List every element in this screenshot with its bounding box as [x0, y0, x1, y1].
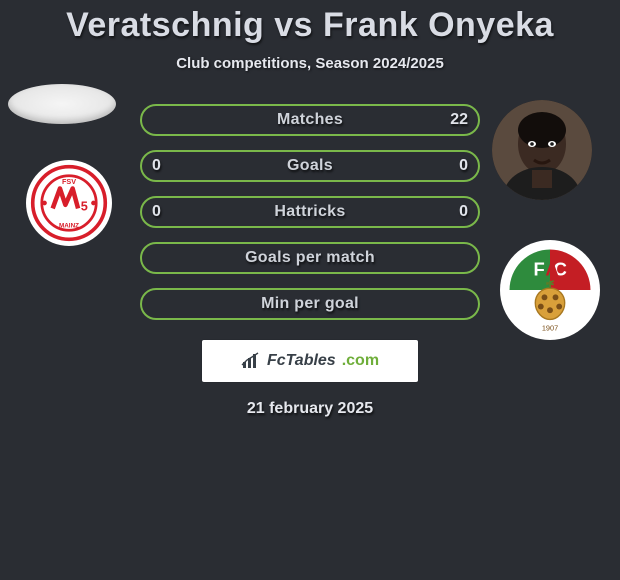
bar-chart-icon: [241, 351, 261, 371]
stat-left-value: 0: [152, 203, 161, 221]
stat-row-matches: Matches 22: [140, 104, 480, 136]
stat-right-value: 22: [450, 111, 468, 129]
attribution-badge[interactable]: FcTables .com: [202, 340, 418, 382]
date-label: 21 february 2025: [0, 400, 620, 418]
attribution-tld: .com: [342, 352, 379, 370]
stat-left-value: 0: [152, 157, 161, 175]
stat-row-min-per-goal: Min per goal: [140, 288, 480, 320]
mainz-logo-icon: FSV MAINZ 5: [30, 164, 108, 242]
page-title: Veratschnig vs Frank Onyeka: [0, 6, 620, 45]
stat-row-goals-per-match: Goals per match: [140, 242, 480, 274]
stat-label: Matches: [277, 111, 343, 129]
stat-label: Goals: [287, 157, 333, 175]
svg-text:FSV: FSV: [62, 177, 76, 186]
svg-text:A: A: [545, 258, 558, 279]
stat-row-hattricks: 0 Hattricks 0: [140, 196, 480, 228]
svg-text:1907: 1907: [542, 323, 558, 332]
attribution-site: FcTables: [267, 352, 336, 370]
player-left-photo: [8, 84, 116, 124]
stat-label: Hattricks: [274, 203, 345, 221]
stat-rows: Matches 22 0 Goals 0 0 Hattricks 0 Goals…: [140, 98, 480, 320]
player-right-avatar-icon: [492, 100, 592, 200]
header: Veratschnig vs Frank Onyeka Club competi…: [0, 0, 620, 72]
club-right-logo: F C A 1907: [500, 240, 600, 340]
stat-right-value: 0: [459, 157, 468, 175]
stat-label: Goals per match: [245, 249, 375, 267]
stat-label: Min per goal: [261, 295, 359, 313]
stat-right-value: 0: [459, 203, 468, 221]
svg-text:5: 5: [81, 199, 88, 213]
augsburg-logo-icon: F C A 1907: [504, 244, 596, 336]
player-right-photo: [492, 100, 592, 200]
club-left-logo: FSV MAINZ 5: [26, 160, 112, 246]
page-subtitle: Club competitions, Season 2024/2025: [0, 55, 620, 72]
svg-text:F: F: [533, 258, 544, 279]
svg-text:MAINZ: MAINZ: [59, 222, 79, 229]
comparison-area: FSV MAINZ 5 F C A 1907: [0, 98, 620, 418]
stat-row-goals: 0 Goals 0: [140, 150, 480, 182]
